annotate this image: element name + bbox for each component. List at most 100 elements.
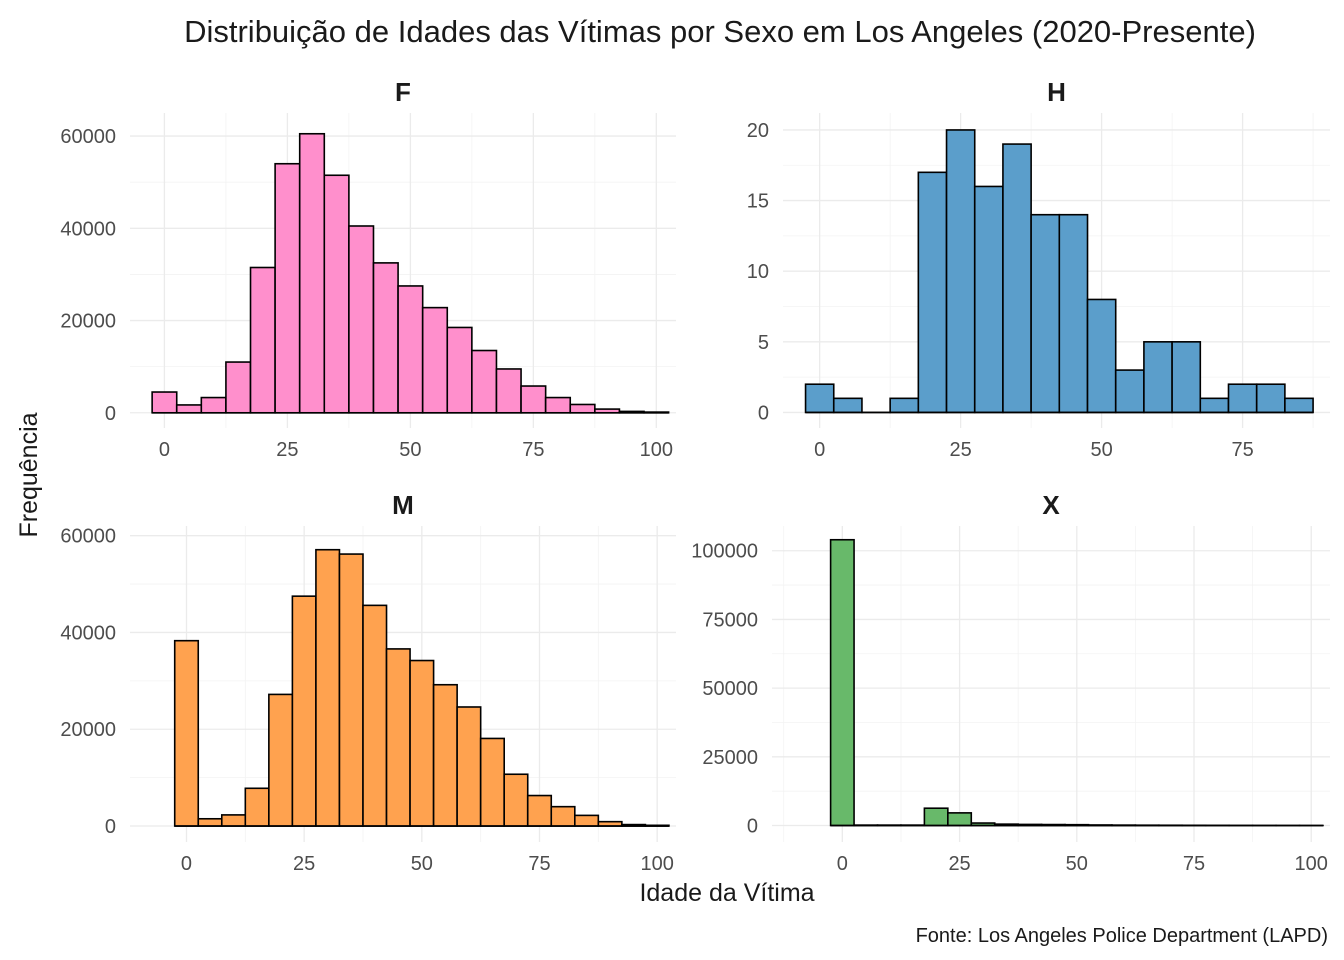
- histogram-bar: [225, 361, 252, 414]
- facet-label: X: [1042, 490, 1060, 520]
- facet-label: H: [1047, 77, 1066, 107]
- histogram-bar: [1086, 298, 1117, 414]
- x-tick-label: 25: [293, 853, 315, 875]
- histogram-bar: [397, 285, 424, 414]
- x-axis-label: Idade da Vítima: [639, 879, 814, 907]
- x-tick-label: 75: [522, 439, 544, 461]
- histogram-bar: [291, 595, 317, 827]
- histogram-bar: [973, 185, 1004, 414]
- y-tick-label: 10: [747, 261, 769, 283]
- histogram-bar: [569, 403, 596, 414]
- histogram-bar: [385, 648, 411, 827]
- histogram-bar: [409, 659, 435, 827]
- histogram-bar: [520, 385, 547, 414]
- x-tick-label: 0: [814, 439, 825, 461]
- y-tick-label: 40000: [60, 218, 116, 240]
- histogram-bar: [550, 805, 576, 827]
- histogram-bar: [917, 171, 948, 414]
- y-tick-label: 20000: [60, 311, 116, 333]
- histogram-bar: [923, 807, 949, 827]
- histogram-bar: [151, 391, 178, 414]
- histogram-bar: [298, 132, 326, 414]
- histogram-bar: [479, 737, 505, 827]
- histogram-bar: [362, 604, 388, 827]
- facet-label: F: [395, 77, 411, 107]
- x-tick-label: 0: [181, 853, 192, 875]
- histogram-bar: [1199, 397, 1230, 414]
- histogram-bar: [1284, 397, 1314, 414]
- histogram-bar: [274, 162, 301, 414]
- histogram-bar: [526, 794, 553, 827]
- caption: Fonte: Los Angeles Police Department (LA…: [916, 925, 1328, 947]
- y-tick-label: 75000: [702, 609, 758, 631]
- y-tick-label: 0: [758, 402, 769, 424]
- histogram-bar: [832, 397, 863, 414]
- histogram-bar: [1114, 369, 1145, 414]
- histogram-bar: [1058, 213, 1089, 414]
- histogram-bar: [323, 174, 350, 414]
- facet-f: 0 25 50 75 100 0 20000 40000 60000 F: [60, 77, 676, 461]
- histogram-bar: [432, 683, 458, 827]
- facet-x: 0 25 50 75 100 0 25000 50000 75000 100000 X: [691, 490, 1330, 875]
- y-tick-label: 5: [758, 332, 769, 354]
- histogram-bar: [446, 326, 473, 414]
- y-tick-label: 0: [747, 816, 758, 838]
- x-tick-label: 0: [159, 439, 170, 461]
- x-tick-label: 100: [1295, 853, 1328, 875]
- y-tick-label: 25000: [702, 747, 758, 769]
- x-tick-label: 50: [399, 439, 421, 461]
- x-tick-label: 50: [1090, 439, 1112, 461]
- y-tick-label: 50000: [702, 678, 758, 700]
- histogram-bar: [1030, 213, 1061, 414]
- histogram-bar: [1143, 341, 1173, 414]
- x-tick-label: 100: [640, 439, 673, 461]
- chart-title: Distribuição de Idades das Vítimas por S…: [184, 14, 1256, 49]
- histogram-bar: [173, 639, 200, 827]
- histogram-bar: [889, 397, 920, 414]
- histogram-bar: [175, 404, 203, 414]
- histogram-bar: [249, 266, 276, 414]
- histogram-bar: [315, 548, 341, 827]
- histogram-bar: [348, 225, 375, 414]
- y-tick-label: 60000: [60, 126, 116, 148]
- x-tick-label: 50: [1066, 853, 1088, 875]
- x-tick-label: 100: [640, 853, 673, 875]
- x-tick-label: 25: [276, 439, 298, 461]
- histogram-bar: [1255, 383, 1286, 414]
- histogram-bar: [200, 396, 227, 414]
- facet-label: M: [392, 490, 414, 520]
- x-tick-label: 0: [837, 853, 848, 875]
- histogram-bar: [1002, 143, 1032, 414]
- y-tick-label: 0: [105, 403, 116, 425]
- y-tick-label: 100000: [691, 541, 758, 563]
- x-tick-label: 25: [948, 853, 970, 875]
- y-tick-label: 0: [105, 816, 116, 838]
- x-tick-label: 50: [411, 853, 433, 875]
- x-tick-label: 75: [528, 853, 550, 875]
- histogram-bar: [471, 349, 498, 414]
- histogram-bar: [244, 787, 270, 827]
- histogram-bar: [456, 706, 482, 827]
- histogram-bar: [268, 693, 294, 827]
- x-tick-label: 25: [950, 439, 972, 461]
- y-tick-label: 15: [747, 191, 769, 213]
- histogram-bar: [421, 306, 449, 414]
- y-axis-label: Frequência: [15, 412, 43, 537]
- histogram-bar: [372, 262, 399, 414]
- histogram-bar: [1227, 383, 1258, 414]
- histogram-bar: [945, 129, 976, 414]
- histogram-bar: [1171, 341, 1202, 414]
- histogram-bar: [947, 812, 973, 827]
- histogram-bar: [220, 814, 247, 827]
- histogram-bar: [829, 538, 855, 827]
- x-tick-label: 75: [1231, 439, 1253, 461]
- histogram-bar: [503, 773, 529, 827]
- histogram-bar: [544, 396, 572, 414]
- y-tick-label: 20: [747, 120, 769, 142]
- histogram-bar: [574, 814, 600, 827]
- histogram-bar: [804, 383, 835, 414]
- y-tick-label: 60000: [60, 526, 116, 548]
- histogram-bar: [495, 368, 522, 414]
